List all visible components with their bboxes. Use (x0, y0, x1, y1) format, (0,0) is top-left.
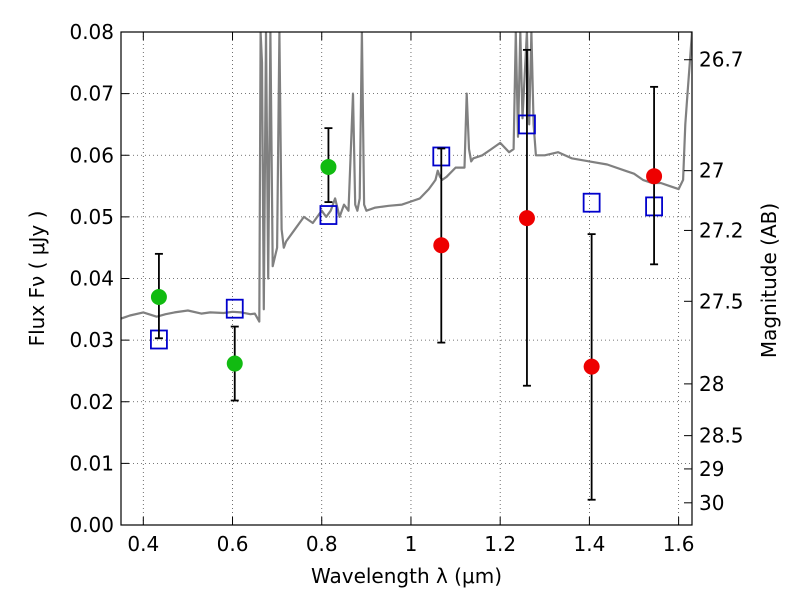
x-tick-label: 1.2 (484, 532, 516, 556)
y2-tick-label: 27 (699, 159, 724, 183)
y-tick-label: 0.07 (69, 82, 114, 106)
y-tick-label: 0.03 (69, 328, 114, 352)
y-axis-label: Flux Fν ( μJy ) (25, 211, 49, 347)
y-tick-label: 0.02 (69, 390, 114, 414)
x-tick-label: 1 (405, 532, 418, 556)
data-point (433, 237, 450, 254)
y-tick-label: 0.06 (69, 143, 114, 167)
x-axis-label: Wavelength λ (μm) (311, 564, 502, 588)
y2-tick-label: 30 (699, 491, 724, 515)
axes: 0.4 0.6 0.8 1 1.2 1.4 1.6 0.00 0.01 0.02 0.03 0.04 0… (69, 20, 743, 556)
data-point (320, 158, 337, 175)
y-tick-label: 0.04 (69, 267, 114, 291)
x-tick-label: 1.6 (663, 532, 695, 556)
y2-tick-label: 29 (699, 457, 724, 481)
y2-tick-label: 28 (699, 372, 724, 396)
model-square-marker (582, 192, 601, 213)
x-tick-label: 1.4 (573, 532, 605, 556)
data-point (518, 210, 535, 227)
y2-tick-label: 28.5 (699, 424, 744, 448)
y2-tick-label: 27.5 (699, 289, 744, 313)
x-tick-label: 0.6 (217, 532, 249, 556)
data-point (150, 288, 167, 305)
y2-tick-label: 27.2 (699, 218, 744, 242)
data-point (646, 168, 663, 185)
y2-tick-label: 26.7 (699, 48, 744, 72)
plot-area (121, 32, 692, 501)
data-point (226, 355, 243, 372)
data-point (583, 358, 600, 375)
model-square-marker (319, 205, 338, 225)
model-square-marker (225, 298, 244, 319)
y2-axis-label: Magnitude (AB) (757, 203, 781, 358)
y-tick-label: 0.05 (69, 205, 114, 229)
y-tick-label: 0.08 (69, 20, 114, 44)
x-tick-label: 0.4 (127, 532, 159, 556)
model-spectrum-line (121, 32, 692, 323)
x-tick-label: 0.8 (306, 532, 338, 556)
y-tick-label: 0.00 (69, 513, 114, 537)
y-tick-label: 0.01 (69, 451, 114, 475)
